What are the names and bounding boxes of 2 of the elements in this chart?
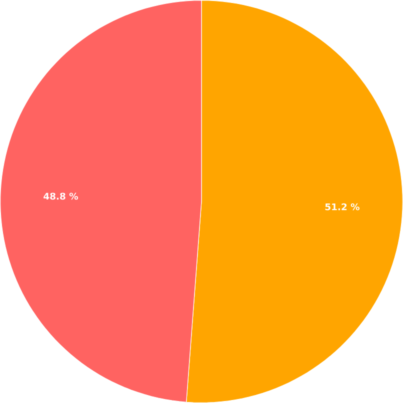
data-label: 51.2 % — [325, 203, 360, 210]
data-label: 48.8 % — [44, 192, 78, 200]
